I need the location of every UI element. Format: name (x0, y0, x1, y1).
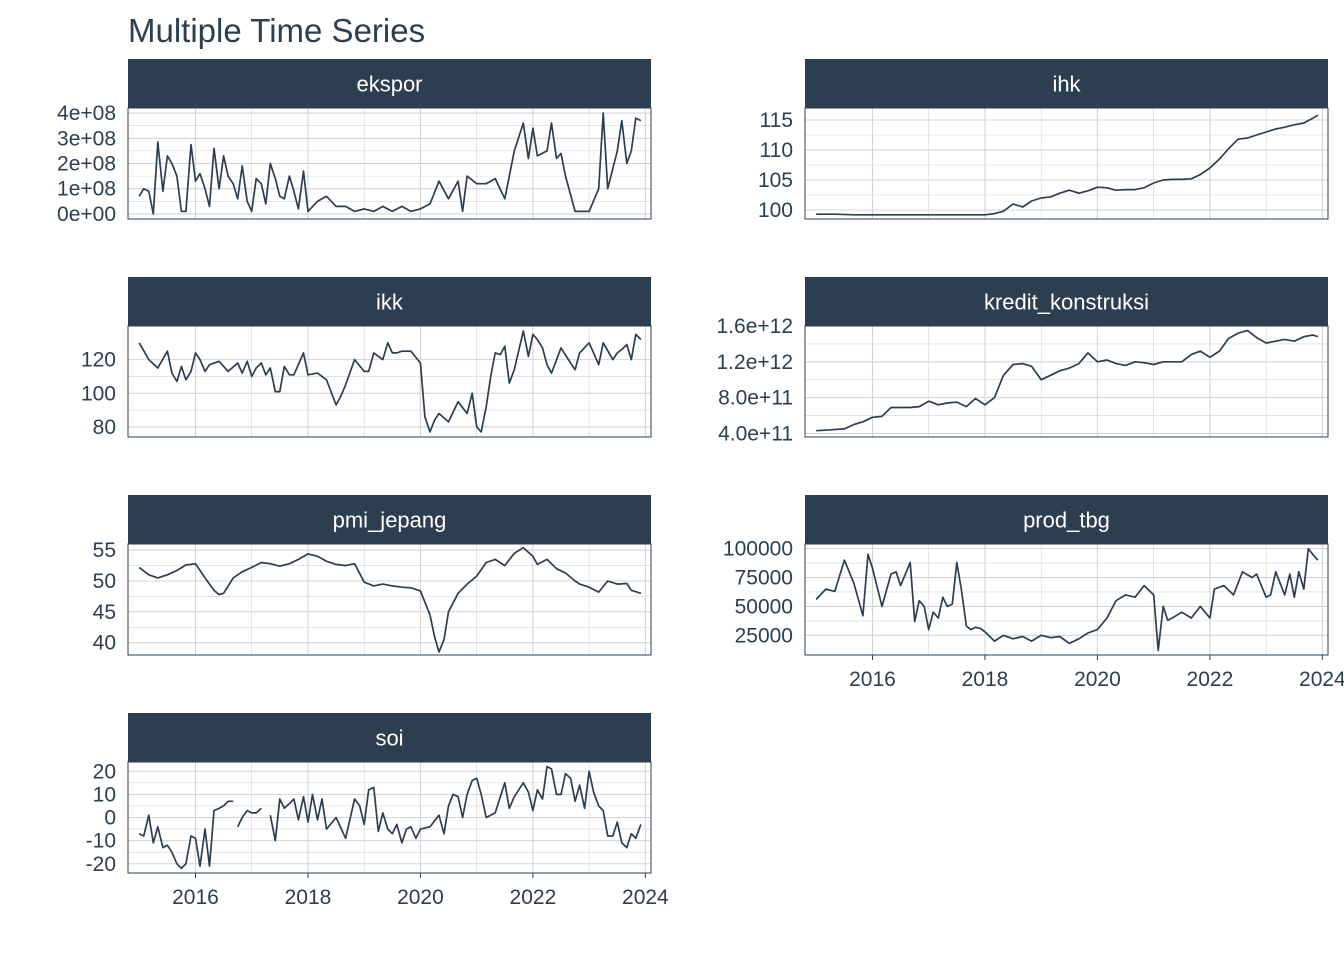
panel-ihk: ihk 100 105 110 115 (758, 59, 1329, 222)
panel-border-kredit_konstruksi (804, 325, 1329, 438)
x-tick-label-prod_tbg: 2022 (1187, 668, 1234, 691)
strip-prod_tbg (805, 495, 1328, 544)
panel-prod_tbg: prod_tbg 25000 50000 75000 100000 2016 2018 202… (723, 495, 1344, 691)
y-tick-label-pmi_jepang: 50 (93, 570, 116, 593)
y-tick-label-prod_tbg: 75000 (735, 567, 793, 590)
strip-ihk (805, 59, 1328, 108)
y-tick-label-soi: 10 (93, 783, 116, 806)
y-tick-label-ekspor: 4e+08 (57, 102, 116, 125)
strip-label-kredit_konstruksi: kredit_konstruksi (984, 290, 1149, 315)
y-tick-label-pmi_jepang: 40 (93, 632, 116, 655)
y-tick-label-prod_tbg: 100000 (723, 538, 793, 561)
y-tick-label-pmi_jepang: 45 (93, 601, 116, 624)
strip-label-ihk: ihk (1052, 72, 1081, 97)
series-line-soi-1 (138, 800, 234, 870)
x-tick-label-prod_tbg: 2016 (849, 668, 896, 691)
panel-pmi_jepang: pmi_jepang 40 45 50 55 (93, 495, 652, 656)
series-line-ikk (138, 330, 642, 433)
x-tick-label-soi: 2018 (285, 886, 332, 909)
x-tick-label-prod_tbg: 2024 (1299, 668, 1344, 691)
y-tick-label-soi: 0 (104, 807, 116, 830)
series-line-pmi_jepang (138, 546, 642, 653)
series-line-soi-2 (236, 807, 262, 828)
y-tick-label-ihk: 110 (760, 139, 793, 162)
y-tick-label-ihk: 115 (760, 109, 793, 132)
x-tick-label-prod_tbg: 2020 (1074, 668, 1121, 691)
y-tick-label-kredit_konstruksi: 1.2e+12 (717, 351, 794, 374)
y-tick-label-ikk: 100 (81, 382, 116, 405)
y-tick-label-pmi_jepang: 55 (93, 539, 116, 562)
strip-ikk (128, 277, 651, 326)
series-line-prod_tbg (815, 547, 1319, 652)
strip-ekspor (128, 59, 651, 108)
panel-border-pmi_jepang (127, 543, 652, 656)
chart-title: Multiple Time Series (128, 12, 426, 49)
panel-kredit_konstruksi: kredit_konstruksi 4.0e+11 8.0e+11 1.2e+12 1.… (717, 277, 1329, 445)
x-tick-label-soi: 2020 (397, 886, 444, 909)
series-line-ihk (816, 114, 1319, 216)
panel-border-ekspor (127, 107, 652, 220)
y-tick-label-soi: -10 (86, 830, 116, 853)
panel-border-prod_tbg (804, 543, 1329, 656)
y-tick-label-kredit_konstruksi: 1.6e+12 (717, 315, 794, 338)
x-tick-label-soi: 2024 (622, 886, 669, 909)
y-tick-label-ikk: 120 (81, 349, 116, 372)
strip-kredit_konstruksi (805, 277, 1328, 326)
strip-label-ekspor: ekspor (356, 72, 422, 97)
strip-label-prod_tbg: prod_tbg (1023, 508, 1110, 533)
y-tick-label-ekspor: 2e+08 (57, 153, 116, 176)
strip-soi (128, 713, 651, 762)
x-tick-label-soi: 2016 (172, 886, 219, 909)
panel-border-ihk (804, 107, 1329, 220)
y-tick-label-kredit_konstruksi: 4.0e+11 (718, 422, 793, 445)
strip-label-soi: soi (375, 726, 403, 751)
y-tick-label-soi: -20 (86, 853, 116, 876)
y-tick-label-ihk: 100 (758, 199, 793, 222)
panel-border-soi (127, 761, 652, 874)
y-tick-label-prod_tbg: 25000 (735, 624, 793, 647)
panel-border-ikk (127, 325, 652, 438)
y-tick-label-ekspor: 1e+08 (57, 178, 116, 201)
x-tick-label-soi: 2022 (510, 886, 557, 909)
y-tick-label-ekspor: 0e+00 (57, 203, 116, 226)
panel-ikk: ikk 80 100 120 (81, 277, 652, 439)
y-tick-label-soi: 20 (93, 760, 116, 783)
y-tick-label-kredit_konstruksi: 8.0e+11 (718, 387, 793, 410)
strip-label-ikk: ikk (376, 290, 404, 315)
y-tick-label-ihk: 105 (758, 169, 793, 192)
y-tick-label-prod_tbg: 50000 (735, 595, 793, 618)
x-tick-label-prod_tbg: 2018 (962, 668, 1009, 691)
y-tick-label-ikk: 80 (93, 416, 116, 439)
series-line-soi-3 (269, 765, 642, 849)
strip-pmi_jepang (128, 495, 651, 544)
series-line-ekspor (138, 112, 642, 215)
strip-label-pmi_jepang: pmi_jepang (333, 508, 447, 533)
y-tick-label-ekspor: 3e+08 (57, 127, 116, 150)
series-line-kredit_konstruksi (816, 329, 1319, 432)
